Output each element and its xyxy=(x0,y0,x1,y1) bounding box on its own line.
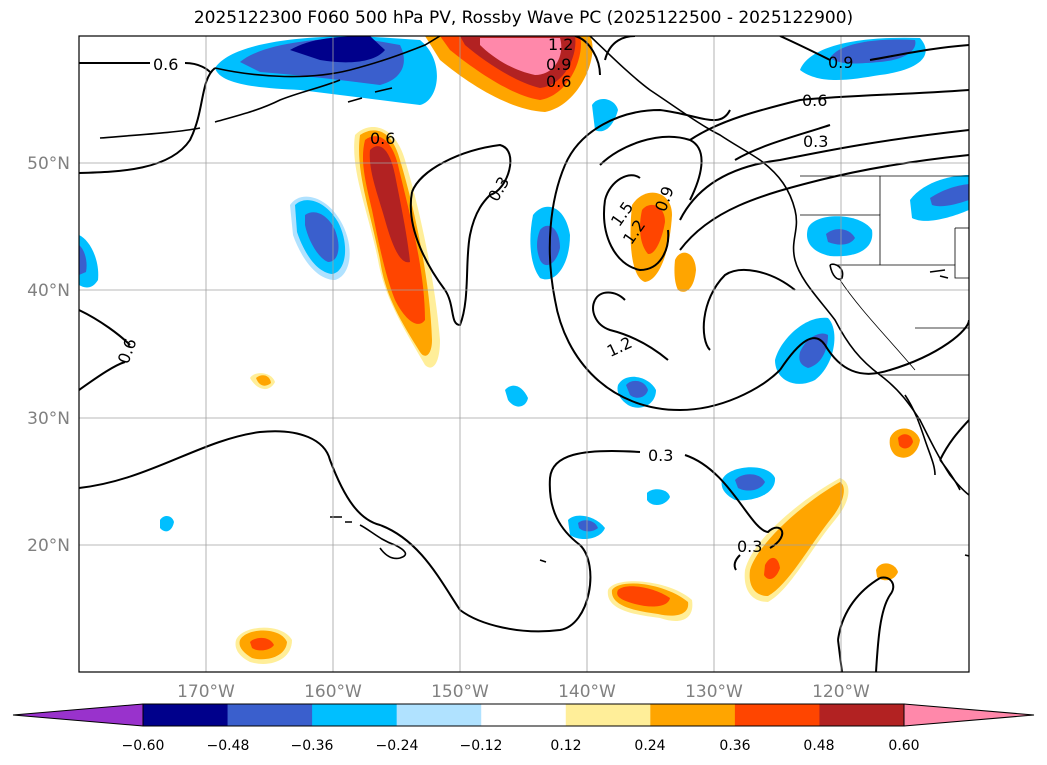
map-plot-area: 0.6 0.9 1.2 0.9 0.6 0.6 0.3 0.6 0.3 1.5 … xyxy=(79,35,969,672)
contour-label: 0.3 xyxy=(648,446,673,465)
contour-label: 0.6 xyxy=(153,55,178,74)
colorbar-tick-label: 0.36 xyxy=(719,738,750,754)
colorbar-tick-label: 0.12 xyxy=(550,738,581,754)
colorbar-cell xyxy=(734,704,820,726)
lat-label: 30°N xyxy=(27,409,70,429)
lon-label: 140°W xyxy=(558,682,616,702)
colorbar-tick-label: −0.36 xyxy=(291,738,334,754)
colorbar-tick-label: 0.48 xyxy=(803,738,834,754)
state-borders xyxy=(800,175,969,376)
colorbar-tick-label: 0.24 xyxy=(634,738,665,754)
colorbar-tick-label: −0.24 xyxy=(376,738,419,754)
colorbar-tick-label: −0.48 xyxy=(207,738,250,754)
colorbar-tick-label: −0.12 xyxy=(460,738,503,754)
colorbar-extend-low xyxy=(13,704,143,726)
lat-label: 50°N xyxy=(27,154,70,174)
lon-label: 150°W xyxy=(431,682,489,702)
pv-contours xyxy=(79,36,969,672)
lon-label: 160°W xyxy=(304,682,362,702)
pv-shading xyxy=(79,36,969,664)
colorbar-cell xyxy=(565,704,651,726)
colorbar-cell xyxy=(819,704,905,726)
contour-label: 0.6 xyxy=(546,72,571,91)
latitude-labels: 50°N 40°N 30°N 20°N xyxy=(27,154,70,556)
colorbar-extend-high xyxy=(904,704,1034,726)
contour-label: 0.3 xyxy=(803,132,828,151)
colorbar: −0.60 −0.48 −0.36 −0.24 −0.12 0.12 0.24 … xyxy=(12,703,1035,754)
colorbar-outline xyxy=(12,703,1035,727)
colorbar-cell xyxy=(396,704,482,726)
colorbar-cell xyxy=(143,704,229,726)
coastlines xyxy=(99,36,969,563)
contour-label: 0.9 xyxy=(546,55,571,74)
lat-label: 20°N xyxy=(27,536,70,556)
graticule xyxy=(79,36,969,672)
colorbar-cell xyxy=(650,704,736,726)
colorbar-cell xyxy=(312,704,398,726)
lon-label: 120°W xyxy=(812,682,870,702)
colorbar-cell xyxy=(227,704,313,726)
contour-label: 0.3 xyxy=(737,537,762,556)
map-title: 2025122300 F060 500 hPa PV, Rossby Wave … xyxy=(193,8,854,28)
colorbar-cell xyxy=(481,704,567,726)
contour-label: 0.9 xyxy=(828,53,853,72)
contour-label: 1.2 xyxy=(548,35,573,54)
lat-label: 40°N xyxy=(27,281,70,301)
contour-label: 0.6 xyxy=(802,91,827,110)
plot-frame xyxy=(78,35,970,673)
colorbar-tick-label: 0.60 xyxy=(888,738,919,754)
lon-label: 170°W xyxy=(177,682,235,702)
contour-label: 0.6 xyxy=(370,129,395,148)
lon-label: 130°W xyxy=(685,682,743,702)
colorbar-tick-label: −0.60 xyxy=(122,738,165,754)
longitude-labels: 170°W 160°W 150°W 140°W 130°W 120°W xyxy=(177,682,870,702)
